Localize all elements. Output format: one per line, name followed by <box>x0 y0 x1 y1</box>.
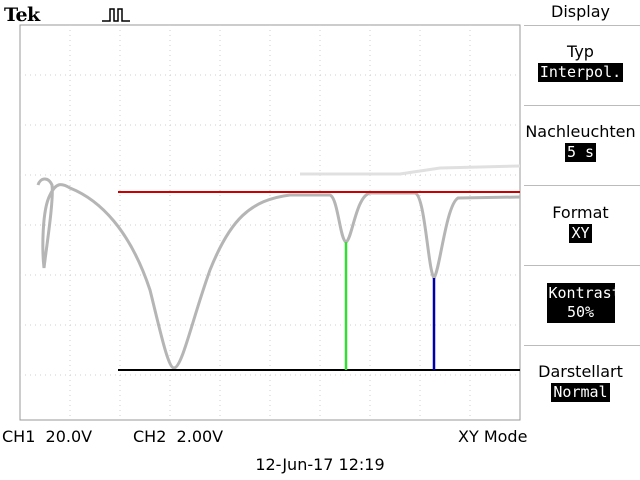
menu-item-nachleuchten[interactable]: Nachleuchten 5 s <box>521 122 640 162</box>
display-menu: Display Typ Interpol. Nachleuchten 5 s F… <box>521 0 640 420</box>
timestamp: 12-Jun-17 12:19 <box>255 455 385 474</box>
menu-item-value: Interpol. <box>537 63 624 82</box>
pulse-trigger-icon <box>102 8 130 22</box>
menu-item-label: Darstellart <box>538 362 623 381</box>
brand-logo: Tek <box>4 4 40 26</box>
menu-item-value: 50% <box>566 303 595 321</box>
ghost-trace <box>300 164 521 176</box>
menu-title: Display <box>551 2 610 21</box>
menu-item-label: Typ <box>567 42 594 61</box>
menu-item-value: XY <box>569 224 592 243</box>
ch2-scale: CH2 2.00V <box>133 427 224 446</box>
menu-item-value: 5 s <box>564 143 597 162</box>
menu-item-label: Format <box>552 203 609 222</box>
menu-item-label: Nachleuchten <box>525 122 636 141</box>
graticule-grid <box>20 25 520 420</box>
menu-item-format[interactable]: Format XY <box>521 203 640 243</box>
menu-separator <box>524 185 640 186</box>
menu-separator <box>524 25 640 26</box>
menu-separator <box>524 265 640 266</box>
signal-trace <box>36 177 521 370</box>
menu-item-kontrast[interactable]: Kontrast 50% <box>521 283 640 323</box>
menu-item-label: Kontrast <box>548 284 621 302</box>
mode-indicator: XY Mode <box>458 427 528 446</box>
menu-item-darstellart[interactable]: Darstellart Normal <box>521 362 640 402</box>
menu-item-typ[interactable]: Typ Interpol. <box>521 42 640 82</box>
menu-item-value: Normal <box>551 383 610 402</box>
ch1-scale: CH1 20.0V <box>2 427 93 446</box>
menu-separator <box>524 345 640 346</box>
menu-separator <box>524 105 640 106</box>
